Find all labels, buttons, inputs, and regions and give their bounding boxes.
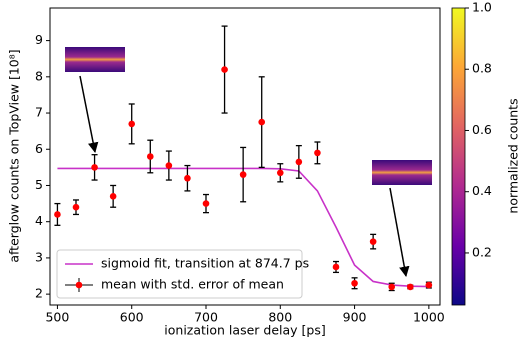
data-point: [333, 264, 340, 271]
data-point: [314, 150, 321, 157]
x-tick-label: 900: [343, 310, 367, 325]
data-point: [407, 284, 414, 291]
data-point: [240, 171, 247, 178]
data-point: [296, 159, 303, 166]
colorbar-tick-label: 0.6: [472, 122, 492, 137]
data-point: [128, 121, 135, 128]
data-point: [73, 204, 80, 211]
data-point: [166, 162, 173, 169]
y-tick-label: 3: [35, 249, 43, 264]
data-point: [184, 175, 191, 182]
legend-label: mean with std. error of mean: [101, 277, 284, 292]
data-point: [110, 193, 117, 200]
y-tick-label: 9: [35, 32, 43, 47]
y-tick-label: 5: [35, 177, 43, 192]
data-point: [351, 280, 358, 287]
colorbar-tick-label: 1.0: [472, 0, 492, 15]
y-tick-label: 2: [35, 286, 43, 301]
colorbar-tick-label: 0.4: [472, 183, 492, 198]
inset-arrow: [80, 76, 95, 152]
y-axis-label: afterglow counts on TopView [10⁸]: [7, 49, 22, 262]
page: afterglow counts on TopView [10⁸] ioniza…: [0, 0, 524, 339]
y-tick-label: 6: [35, 141, 43, 156]
data-point: [203, 200, 210, 207]
colorbar-tick-label: 0.2: [472, 244, 492, 259]
data-point: [54, 211, 61, 218]
x-tick-label: 800: [268, 310, 292, 325]
x-tick-label: 600: [120, 310, 144, 325]
data-point: [370, 238, 377, 245]
inset-image: [372, 160, 432, 185]
x-axis-label: ionization laser delay [ps]: [164, 323, 325, 338]
inset-image: [65, 47, 125, 72]
legend-label: sigmoid fit, transition at 874.7 ps: [101, 256, 309, 271]
chart: afterglow counts on TopView [10⁸] ioniza…: [0, 0, 524, 339]
colorbar-label: normalized counts: [506, 98, 521, 213]
data-point: [388, 284, 395, 291]
data-point: [258, 119, 265, 126]
x-tick-label: 500: [45, 310, 69, 325]
colorbar: [452, 8, 465, 305]
data-point: [221, 66, 228, 73]
y-tick-label: 4: [35, 213, 43, 228]
inset-arrow: [390, 188, 406, 276]
colorbar-tick-label: 0.8: [472, 61, 492, 76]
data-point: [277, 169, 284, 176]
data-point: [426, 282, 433, 289]
legend-marker: [76, 282, 83, 289]
data-point: [147, 153, 154, 160]
x-tick-label: 1000: [413, 310, 445, 325]
data-point: [91, 164, 98, 171]
y-tick-label: 8: [35, 68, 43, 83]
y-tick-label: 7: [35, 105, 43, 120]
x-tick-label: 700: [194, 310, 218, 325]
